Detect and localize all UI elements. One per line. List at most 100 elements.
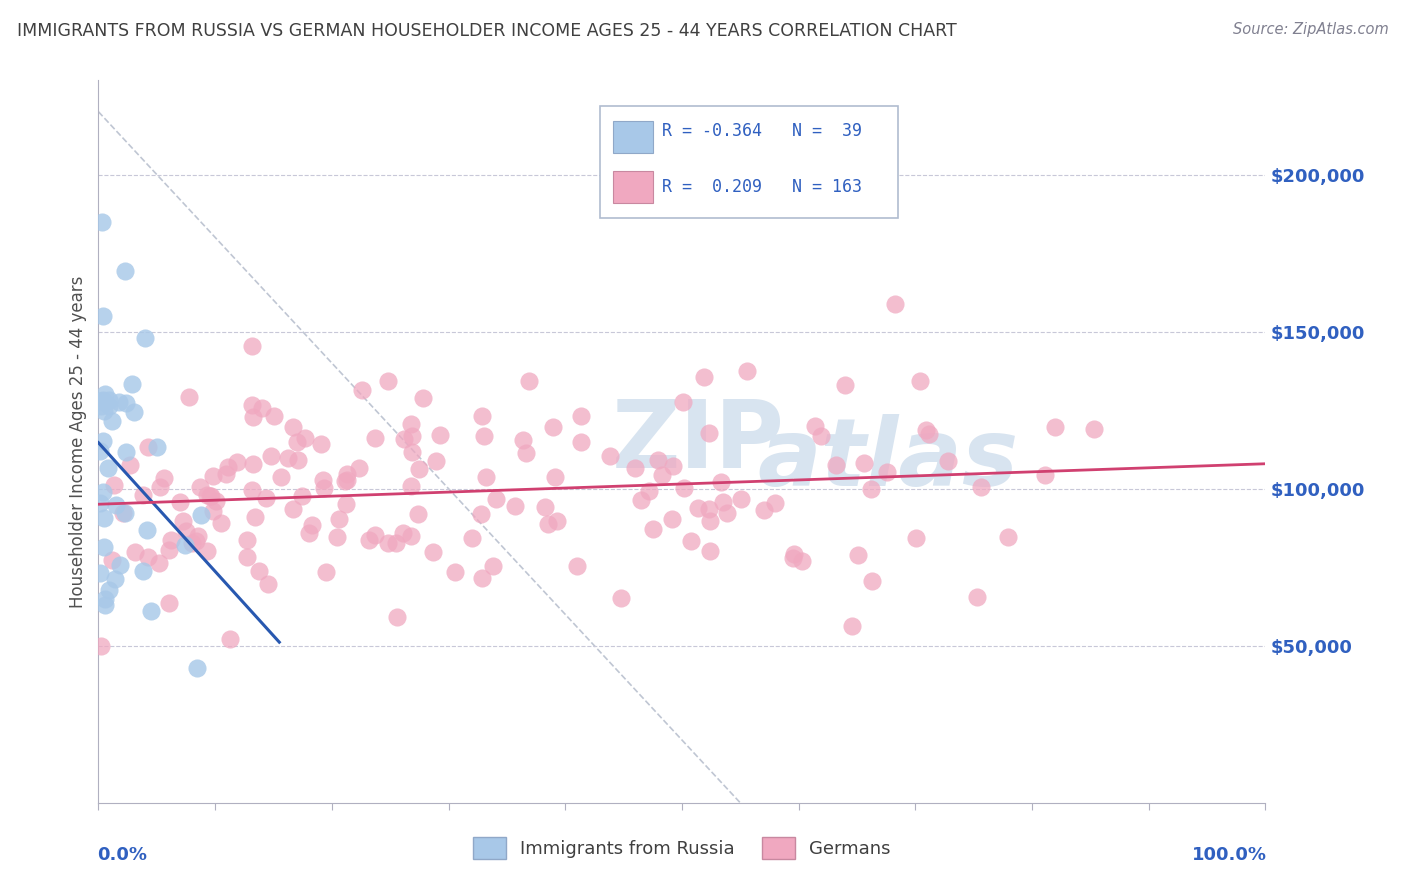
Point	[204, 493, 226, 508]
Point	[181, 536, 204, 550]
Point	[485, 492, 508, 507]
Point	[860, 574, 883, 589]
Point	[90, 399, 112, 413]
Point	[512, 433, 534, 447]
Point	[884, 297, 907, 311]
Point	[256, 577, 278, 591]
Point	[392, 526, 415, 541]
Point	[394, 432, 416, 446]
Point	[236, 549, 259, 564]
Point	[105, 498, 128, 512]
Point	[810, 429, 832, 443]
Point	[697, 425, 720, 440]
Text: 100.0%: 100.0%	[1191, 847, 1267, 864]
Point	[315, 565, 337, 579]
Point	[917, 427, 939, 442]
Point	[100, 414, 122, 428]
Text: atlas: atlas	[758, 414, 1019, 506]
Point	[335, 497, 357, 511]
Point	[93, 434, 115, 449]
Point	[364, 431, 387, 445]
Point	[93, 541, 115, 555]
Point	[91, 309, 114, 323]
Point	[1033, 467, 1056, 482]
Point	[312, 473, 335, 487]
Point	[197, 488, 219, 502]
Point	[517, 374, 540, 388]
Point	[915, 423, 938, 437]
Point	[200, 489, 222, 503]
Point	[470, 507, 492, 521]
Point	[377, 374, 399, 388]
Point	[309, 436, 332, 450]
Text: 0.0%: 0.0%	[97, 847, 148, 864]
Point	[641, 522, 664, 536]
Point	[148, 557, 170, 571]
Point	[422, 545, 444, 559]
Point	[699, 514, 721, 528]
Point	[336, 473, 359, 487]
Point	[461, 531, 484, 545]
Text: R =  0.209   N = 163: R = 0.209 N = 163	[662, 178, 862, 196]
Point	[174, 524, 197, 539]
Point	[225, 455, 247, 469]
Point	[100, 553, 122, 567]
Point	[242, 339, 264, 353]
Point	[399, 417, 422, 431]
Point	[672, 395, 695, 409]
Point	[186, 660, 208, 674]
Point	[247, 564, 270, 578]
Point	[159, 543, 181, 558]
Point	[240, 483, 263, 498]
Point	[782, 551, 804, 566]
Point	[291, 489, 314, 503]
Point	[209, 516, 232, 531]
Point	[108, 558, 131, 572]
Point	[114, 395, 136, 409]
FancyBboxPatch shape	[613, 171, 652, 203]
Point	[97, 461, 120, 475]
Point	[103, 477, 125, 491]
Point	[159, 533, 181, 547]
Point	[242, 457, 264, 471]
Point	[699, 544, 721, 558]
Point	[910, 374, 932, 388]
Legend: Immigrants from Russia, Germans: Immigrants from Russia, Germans	[467, 830, 897, 866]
Point	[157, 596, 180, 610]
Point	[89, 496, 111, 510]
FancyBboxPatch shape	[613, 120, 652, 153]
Point	[124, 405, 146, 419]
Point	[90, 214, 112, 228]
Point	[444, 565, 467, 579]
Point	[471, 571, 494, 585]
Point	[260, 449, 283, 463]
Point	[93, 485, 115, 500]
Point	[824, 458, 846, 472]
Point	[377, 535, 399, 549]
Point	[686, 501, 709, 516]
Point	[783, 547, 806, 561]
Point	[136, 440, 159, 454]
Point	[412, 391, 434, 405]
FancyBboxPatch shape	[600, 105, 898, 218]
Point	[624, 460, 647, 475]
Point	[139, 604, 162, 618]
Point	[859, 482, 882, 496]
Point	[569, 434, 592, 449]
Point	[637, 483, 659, 498]
Point	[569, 409, 592, 424]
Point	[124, 545, 146, 559]
Point	[543, 470, 565, 484]
Point	[218, 632, 240, 647]
Point	[285, 434, 308, 449]
Point	[350, 383, 373, 397]
Point	[179, 390, 201, 404]
Point	[630, 493, 652, 508]
Point	[537, 516, 560, 531]
Text: IMMIGRANTS FROM RUSSIA VS GERMAN HOUSEHOLDER INCOME AGES 25 - 44 YEARS CORRELATI: IMMIGRANTS FROM RUSSIA VS GERMAN HOUSEHO…	[17, 22, 956, 40]
Point	[186, 534, 208, 549]
Point	[328, 512, 350, 526]
Point	[281, 502, 304, 516]
Point	[599, 449, 621, 463]
Point	[312, 481, 335, 495]
